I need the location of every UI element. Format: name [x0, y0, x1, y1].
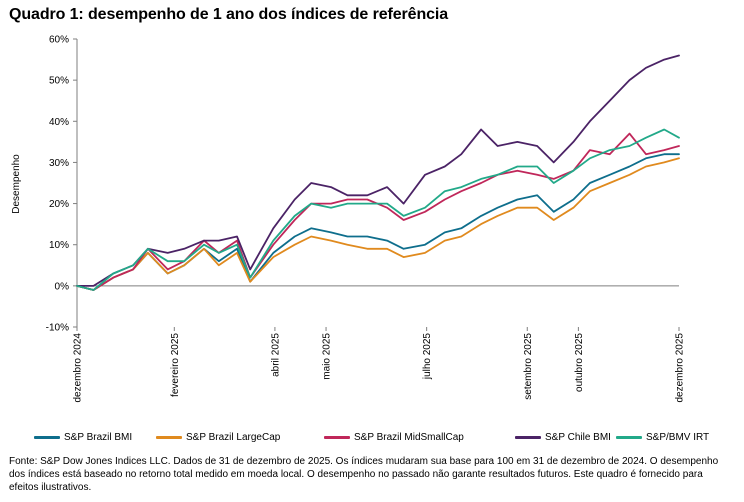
y-tick-label: 30% [49, 158, 69, 169]
series-lines [76, 54, 680, 291]
y-tick-label: -10% [46, 323, 69, 334]
legend-swatch [156, 435, 182, 439]
chart-title: Quadro 1: desempenho de 1 ano dos índice… [9, 6, 449, 23]
x-tick-label: julho 2025 [422, 333, 433, 381]
y-tick-label: 10% [49, 240, 69, 251]
legend-swatch [34, 435, 60, 439]
x-tick-label: outubro 2025 [574, 333, 585, 392]
chart-legend: S&P Brazil BMI S&P Brazil LargeCap S&P Bra… [34, 431, 734, 447]
legend-label: S&P Brazil BMI [64, 432, 133, 443]
legend-item: S&P Brazil MidSmallCap [324, 431, 464, 445]
line-chart: -10% 0% 10% 20% 30% 40% 50% 60% dezembro 2024 fev… [11, 35, 686, 403]
legend-item: S&P Brazil LargeCap [156, 431, 280, 445]
x-tick-label: abril 2025 [270, 333, 281, 377]
y-tick-label: 20% [49, 199, 69, 210]
y-tick-label: 50% [49, 76, 69, 87]
y-tick-label: 40% [49, 117, 69, 128]
legend-item: S&P Chile BMI [515, 431, 611, 445]
legend-item: S&P/BMV IRT [616, 431, 709, 445]
legend-item: S&P Brazil BMI [34, 431, 132, 445]
series-line-2 [76, 157, 680, 291]
x-tick-label: dezembro 2024 [73, 333, 84, 403]
legend-label: S&P Chile BMI [545, 432, 611, 443]
series-line-3 [76, 132, 680, 291]
legend-label: S&P/BMV IRT [646, 432, 710, 443]
x-tick-label: maio 2025 [322, 333, 333, 380]
x-tick-label: setembro 2025 [523, 333, 534, 400]
legend-swatch [616, 435, 642, 439]
x-tick-label: dezembro 2025 [675, 333, 686, 403]
series-line-4 [76, 54, 680, 287]
legend-label: S&P Brazil LargeCap [186, 432, 281, 443]
y-tick-label: 60% [49, 35, 69, 46]
x-tick-label: fevereiro 2025 [170, 333, 181, 397]
legend-swatch [515, 435, 541, 439]
legend-label: S&P Brazil MidSmallCap [354, 432, 464, 443]
legend-swatch [324, 435, 350, 439]
y-tick-label: 0% [55, 281, 70, 292]
chart-axes: -10% 0% 10% 20% 30% 40% 50% 60% dezembro 2024 fev… [46, 35, 686, 403]
footnote: Fonte: S&P Dow Jones Indices LLC. Dados … [9, 456, 719, 493]
series-line-5 [76, 128, 680, 291]
y-axis-label: Desempenho [11, 154, 22, 214]
